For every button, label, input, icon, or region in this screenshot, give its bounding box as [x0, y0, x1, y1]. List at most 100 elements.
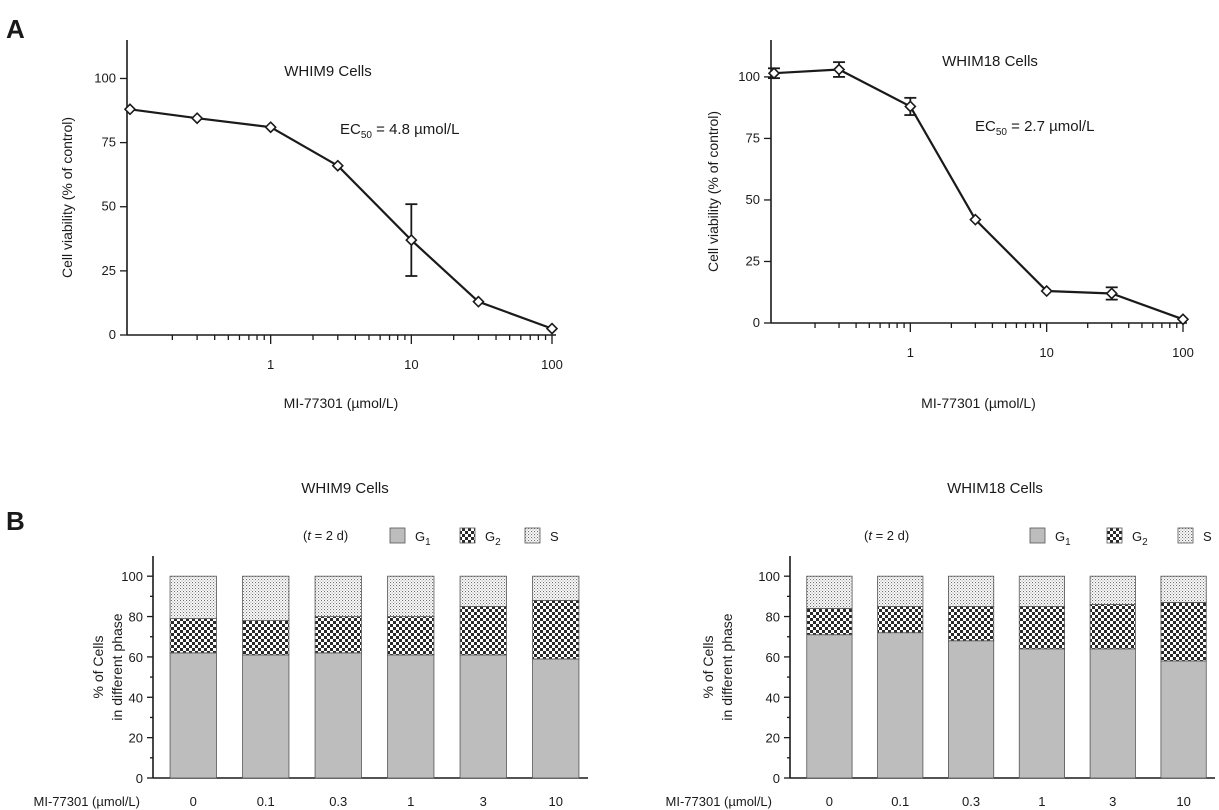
bar-segment-s — [948, 575, 995, 607]
legend-s-label: S — [550, 529, 559, 544]
x-category-label: 0 — [190, 794, 197, 809]
bar-segment-s — [387, 575, 435, 617]
bar-segment-g1 — [459, 654, 507, 779]
y-tick-label: 25 — [746, 253, 760, 268]
bar-segment-g2 — [1160, 602, 1207, 662]
legend-g1-label: G1 — [1055, 529, 1071, 548]
legend-g1-swatch — [389, 527, 406, 544]
bar-segment-s — [242, 575, 290, 621]
x-axis-label: MI-77301 (µmol/L) — [921, 395, 1036, 411]
bar-segment-g2 — [459, 606, 507, 656]
bar-segment-g2 — [1018, 606, 1065, 650]
y-tick-label: 60 — [766, 650, 780, 665]
y-axis-label: Cell viability (% of control) — [705, 111, 721, 272]
legend-g2-swatch — [1106, 527, 1123, 544]
x-category-label: 1 — [407, 794, 414, 809]
y-tick-label: 80 — [766, 610, 780, 625]
data-point — [331, 159, 344, 172]
x-category-label: 0 — [826, 794, 833, 809]
bar-segment-s — [169, 575, 217, 619]
data-point — [264, 121, 277, 134]
legend-g1-swatch — [1029, 527, 1046, 544]
ec50-annotation: EC50 = 4.8 µmol/L — [340, 121, 459, 141]
y-tick-label: 0 — [136, 771, 143, 786]
data-point — [190, 112, 204, 125]
y-tick-label: 20 — [129, 731, 143, 746]
chart-title: WHIM9 Cells — [284, 63, 372, 80]
x-axis-label: MI-77301 (µmol/L) — [666, 794, 772, 809]
data-point — [1176, 313, 1190, 326]
panel-label-b: B — [6, 506, 25, 536]
condition-label: (t = 2 d) — [303, 528, 348, 543]
y-tick-label: 40 — [129, 690, 143, 705]
y-tick-label: 0 — [753, 315, 760, 330]
bar-segment-g1 — [877, 632, 924, 779]
legend-g2-swatch — [459, 527, 476, 544]
bar-segment-g1 — [169, 652, 217, 779]
bar-segment-g2 — [169, 618, 217, 654]
bar-segment-g2 — [877, 606, 924, 634]
panel-label-a: A — [6, 14, 25, 44]
legend-g1-label: G1 — [415, 529, 431, 548]
x-axis-label: MI-77301 (µmol/L) — [34, 794, 140, 809]
bar-segment-s — [1018, 575, 1065, 607]
chart-title: WHIM18 Cells — [942, 53, 1038, 70]
x-tick-label: 100 — [1172, 345, 1194, 360]
bar-segment-s — [1160, 575, 1207, 603]
bar-segment-g1 — [1018, 648, 1065, 779]
y-axis-label-line2: in different phase — [109, 613, 125, 720]
chart-whim18-cell-cycle: WHIM18 Cells (t = 2 d) G1 G2 S 0 20 40 60 80 100 0 0… — [666, 480, 1215, 809]
chart-title: WHIM9 Cells — [301, 480, 389, 497]
y-tick-label: 50 — [102, 199, 116, 214]
legend-g2-label: G2 — [1132, 529, 1148, 548]
bar-segment-s — [459, 575, 507, 607]
x-category-label: 1 — [1038, 794, 1045, 809]
bar-segment-s — [806, 575, 853, 609]
viability-curve — [129, 108, 553, 330]
x-tick-label: 10 — [404, 357, 418, 372]
data-point — [1105, 287, 1118, 300]
bar-segment-g2 — [532, 600, 580, 660]
y-tick-label: 25 — [102, 263, 116, 278]
data-point — [969, 213, 982, 226]
x-tick-label: 100 — [541, 357, 563, 372]
legend-g2-label: G2 — [485, 529, 501, 548]
bar-segment-g2 — [387, 616, 435, 656]
bar-segment-g2 — [948, 606, 995, 642]
condition-label: (t = 2 d) — [864, 528, 909, 543]
bar-segment-s — [532, 575, 580, 601]
y-tick-label: 80 — [129, 610, 143, 625]
bar-segment-g1 — [242, 654, 290, 779]
bar-segment-s — [1089, 575, 1136, 605]
data-point — [123, 103, 137, 116]
legend-s-swatch — [1177, 527, 1194, 544]
bar-segment-g1 — [948, 640, 995, 779]
x-category-label: 0.1 — [891, 794, 909, 809]
x-tick-label: 1 — [267, 357, 274, 372]
data-point — [405, 233, 418, 247]
data-point — [472, 295, 485, 308]
y-tick-label: 100 — [94, 70, 116, 85]
y-axis-label: Cell viability (% of control) — [59, 117, 75, 278]
x-category-label: 3 — [480, 794, 487, 809]
ec50-annotation: EC50 = 2.7 µmol/L — [975, 118, 1094, 138]
bar-segment-s — [314, 575, 362, 617]
bar-segment-g2 — [242, 620, 290, 656]
y-tick-label: 0 — [773, 771, 780, 786]
x-axis-label: MI-77301 (µmol/L) — [284, 395, 399, 411]
y-tick-label: 75 — [102, 135, 116, 150]
data-point — [904, 100, 917, 113]
data-point — [1040, 284, 1053, 298]
x-category-label: 10 — [1176, 794, 1190, 809]
data-point — [832, 63, 846, 76]
x-tick-label: 1 — [907, 345, 914, 360]
y-axis-label-line1: % of Cells — [90, 635, 106, 698]
bar-segment-g1 — [532, 658, 580, 779]
bar-segment-g1 — [1089, 648, 1136, 779]
x-category-label: 0.1 — [257, 794, 275, 809]
x-category-label: 0.3 — [329, 794, 347, 809]
bar-segment-g2 — [314, 616, 362, 654]
y-tick-label: 0 — [109, 327, 116, 342]
chart-title: WHIM18 Cells — [947, 480, 1043, 497]
